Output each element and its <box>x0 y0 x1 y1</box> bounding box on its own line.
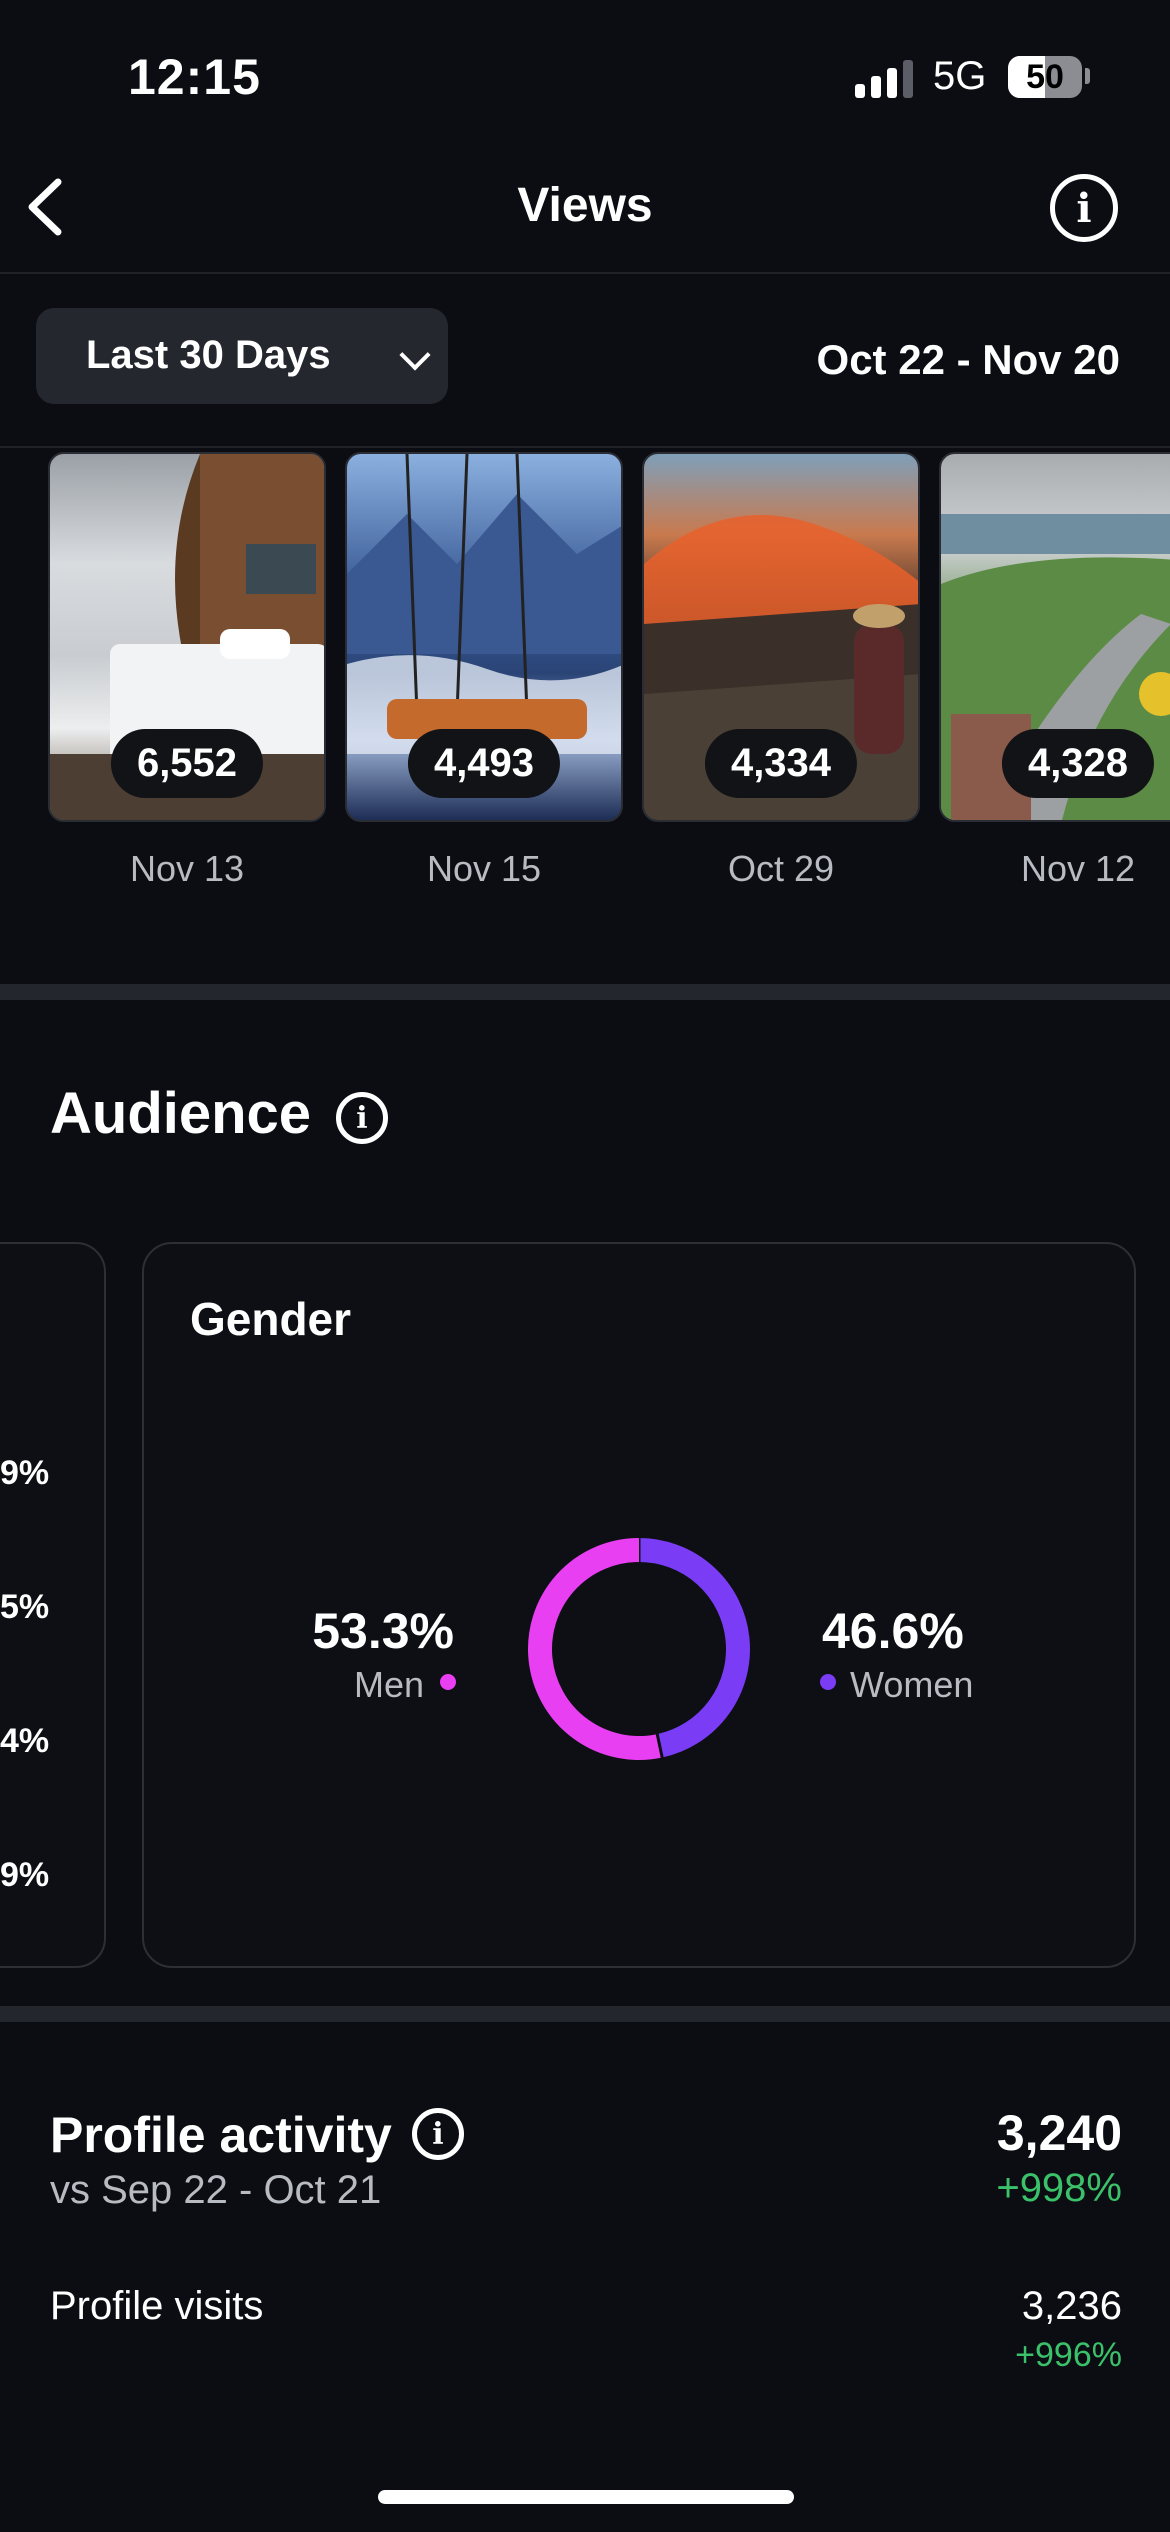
network-type: 5G <box>933 54 987 98</box>
donut-slice-men <box>528 1538 663 1760</box>
profile-visits-change: +996% <box>1015 2336 1122 2374</box>
battery-level: 50 <box>1026 58 1064 96</box>
age-card-partial[interactable] <box>0 1242 106 1968</box>
info-icon[interactable]: i <box>1050 174 1118 242</box>
profile-visits-value: 3,236 <box>1021 2284 1122 2328</box>
section-separator <box>0 2006 1170 2022</box>
age-percentage: 9% <box>0 1856 50 1894</box>
post-date: Nov 13 <box>129 848 245 889</box>
post-thumbnail[interactable]: 6,552 <box>48 452 326 822</box>
men-label: Men <box>353 1664 424 1705</box>
profile-activity-info-icon[interactable]: i <box>412 2108 464 2160</box>
profile-activity-title: Profile activity <box>50 2107 392 2163</box>
donut-slice-women <box>638 1538 750 1758</box>
gender-card[interactable] <box>142 1242 1136 1968</box>
women-percentage: 46.6% <box>822 1603 964 1659</box>
status-time: 12:15 <box>128 49 261 105</box>
post-view-count: 6,552 <box>110 729 264 798</box>
post-view-count: 4,493 <box>407 729 561 798</box>
post-date: Oct 29 <box>727 848 835 889</box>
post-date: Nov 15 <box>426 848 542 889</box>
home-indicator[interactable] <box>378 2490 794 2504</box>
donut-gap <box>655 1732 664 1759</box>
profile-activity-total: 3,240 <box>996 2105 1122 2161</box>
comparison-period: vs Sep 22 - Oct 21 <box>50 2168 382 2212</box>
date-range-label: Last 30 Days <box>86 333 331 377</box>
age-percentage: 5% <box>0 1588 50 1626</box>
header-divider <box>0 272 1170 274</box>
battery-nub <box>1085 68 1090 84</box>
women-legend-dot <box>820 1674 836 1690</box>
men-percentage: 53.3% <box>312 1603 454 1659</box>
back-arrow-icon[interactable] <box>22 172 72 242</box>
filter-divider <box>0 446 1170 448</box>
profile-visits-label: Profile visits <box>50 2284 264 2328</box>
gender-title: Gender <box>190 1293 352 1345</box>
date-range-dropdown[interactable]: Last 30 Days <box>36 308 448 404</box>
date-range-text: Oct 22 - Nov 20 <box>816 336 1120 383</box>
post-view-count: 4,328 <box>1001 729 1155 798</box>
profile-activity-change: +998% <box>996 2166 1122 2210</box>
age-percentage: 4% <box>0 1722 50 1760</box>
battery-icon: 50 <box>1008 56 1082 98</box>
post-date: Nov 12 <box>1020 848 1136 889</box>
page-title: Views <box>517 179 653 232</box>
audience-title: Audience <box>50 1081 312 1146</box>
post-view-count: 4,334 <box>704 729 858 798</box>
post-thumbnail[interactable]: 4,334 <box>642 452 920 822</box>
chevron-down-icon <box>399 339 431 371</box>
section-separator <box>0 984 1170 1000</box>
age-percentage: 9% <box>0 1454 50 1492</box>
cellular-signal-icon <box>855 58 915 98</box>
gender-donut-chart <box>528 1537 750 1760</box>
women-label: Women <box>850 1664 974 1705</box>
audience-info-icon[interactable]: i <box>336 1092 388 1144</box>
men-legend-dot <box>440 1674 456 1690</box>
post-thumbnail[interactable]: 4,328 <box>939 452 1170 822</box>
post-thumbnail[interactable]: 4,493 <box>345 452 623 822</box>
